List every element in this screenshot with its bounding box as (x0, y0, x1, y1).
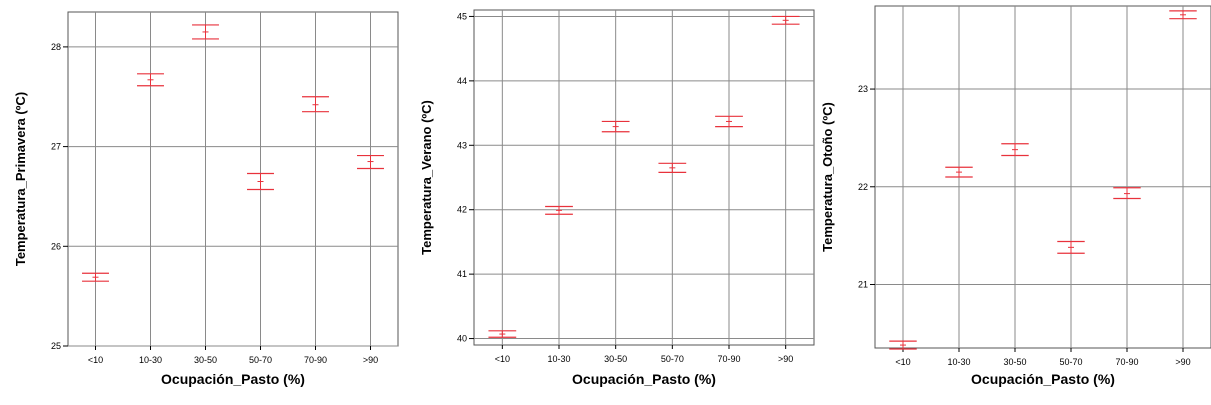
x-tick-label: 10-30 (547, 354, 570, 364)
y-axis-label: Temperatura_Primavera (ºC) (13, 92, 28, 266)
x-tick-label: <10 (895, 357, 910, 367)
x-tick-label: 50-70 (249, 355, 272, 365)
chart-3: 21 22 23 <10 10-30 30-50 50-70 70-90 >90 Ocupació… (820, 5, 1211, 387)
x-tick-label: 30-50 (1003, 357, 1026, 367)
x-tick-label: <10 (495, 354, 510, 364)
chart-1: 25 26 27 28 <10 10-30 30-50 50-70 70-90 >90 Ocupac… (13, 11, 399, 387)
x-tick-label: 50-70 (661, 354, 684, 364)
x-axis-label: Ocupación_Pasto (%) (161, 371, 305, 387)
y-tick-label: 40 (457, 334, 467, 344)
x-tick-label: >90 (363, 355, 378, 365)
x-axis-label: Ocupación_Pasto (%) (572, 371, 716, 387)
plot-frame (473, 9, 815, 346)
x-tick-label: 70-90 (304, 355, 327, 365)
y-tick-label: 21 (858, 279, 868, 289)
y-tick-label: 22 (858, 182, 868, 192)
plot-frame (67, 11, 399, 347)
x-axis-label: Ocupación_Pasto (%) (971, 371, 1115, 387)
y-tick-label: 28 (51, 42, 61, 52)
x-tick-label: 50-70 (1059, 357, 1082, 367)
y-tick-label: 23 (858, 84, 868, 94)
y-axis-label: Temperatura_Otoño (ºC) (820, 102, 835, 252)
x-tick-label: 10-30 (947, 357, 970, 367)
x-tick-label: <10 (88, 355, 103, 365)
x-tick-label: >90 (778, 354, 793, 364)
y-tick-label: 45 (457, 11, 467, 21)
plot-frame (874, 5, 1211, 349)
y-tick-label: 27 (51, 142, 61, 152)
x-tick-label: 30-50 (604, 354, 627, 364)
x-tick-label: 10-30 (139, 355, 162, 365)
x-tick-label: 70-90 (1115, 357, 1138, 367)
chart-2: 40 41 42 43 44 45 <10 10-30 30-50 50-70 70-90 >90 Oc… (419, 9, 815, 387)
y-tick-label: 42 (457, 205, 467, 215)
y-tick-label: 44 (457, 76, 467, 86)
y-tick-label: 26 (51, 241, 61, 251)
y-axis-label: Temperatura_Verano (ºC) (419, 100, 434, 255)
x-tick-label: 70-90 (717, 354, 740, 364)
y-tick-label: 43 (457, 140, 467, 150)
y-tick-label: 25 (51, 341, 61, 351)
x-tick-label: >90 (1175, 357, 1190, 367)
x-tick-label: 30-50 (194, 355, 217, 365)
y-tick-label: 41 (457, 269, 467, 279)
